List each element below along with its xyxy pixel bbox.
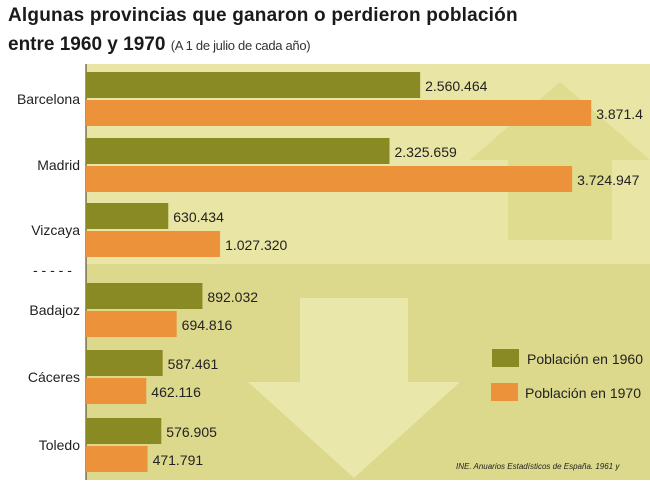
- bar-1960: [86, 138, 390, 164]
- legend-label-1970: Población en 1970: [525, 385, 641, 401]
- chart-title: Algunas provincias que ganaron o perdier…: [8, 5, 518, 26]
- value-label: 694.816: [182, 317, 233, 333]
- bar-1970: [86, 231, 221, 257]
- legend-swatch-1970: [491, 383, 518, 401]
- bar-1960: [86, 283, 203, 309]
- category-label: Badajoz: [29, 302, 80, 318]
- category-label: Barcelona: [17, 91, 80, 107]
- bar-1970: [86, 311, 177, 337]
- value-label: 3.871.4: [596, 106, 643, 122]
- value-label: 471.791: [153, 452, 204, 468]
- separator: - - - - -: [33, 262, 72, 278]
- value-label: 2.325.659: [394, 144, 456, 160]
- source-note: INE. Anuarios Estadísticos de España. 19…: [456, 462, 620, 471]
- category-label: Cáceres: [28, 369, 80, 385]
- category-label: Toledo: [39, 437, 80, 453]
- bar-1970: [86, 446, 148, 472]
- bar-1960: [86, 350, 163, 376]
- bar-1960: [86, 203, 169, 229]
- value-label: 587.461: [168, 356, 219, 372]
- bar-1970: [86, 378, 147, 404]
- value-label: 630.434: [173, 209, 224, 225]
- value-label: 462.116: [151, 384, 201, 400]
- value-label: 576.905: [166, 424, 217, 440]
- category-label: Vizcaya: [31, 222, 80, 238]
- chart-subtitle: (A 1 de julio de cada año): [170, 38, 311, 53]
- legend-swatch-1960: [492, 349, 519, 367]
- bar-1970: [86, 166, 573, 192]
- down-arrow-shape: [248, 298, 460, 478]
- value-label: 1.027.320: [225, 237, 287, 253]
- chart-title-years: entre 1960 y 1970: [8, 34, 166, 55]
- bar-1960: [86, 418, 162, 444]
- chart-title-line2: entre 1960 y 1970 (A 1 de julio de cada …: [8, 34, 311, 56]
- value-label: 3.724.947: [577, 172, 639, 188]
- category-label: Madrid: [37, 157, 80, 173]
- bar-1960: [86, 72, 421, 98]
- legend-label-1960: Población en 1960: [527, 351, 643, 367]
- value-label: 2.560.464: [425, 78, 487, 94]
- value-label: 892.032: [207, 289, 258, 305]
- bar-1970: [86, 100, 592, 126]
